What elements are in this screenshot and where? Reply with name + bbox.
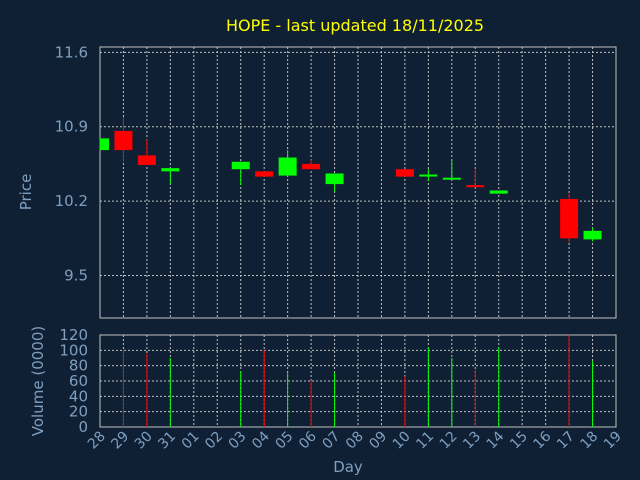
volume-tick-label: 80 <box>69 357 88 375</box>
volume-tick-label: 40 <box>69 387 88 405</box>
x-axis-label: Day <box>333 458 363 476</box>
price-axis-label: Price <box>17 174 35 211</box>
candle-body <box>279 158 297 176</box>
price-tick-label: 9.5 <box>64 266 88 284</box>
candle-body <box>326 173 344 184</box>
volume-axis-label: Volume (0000) <box>29 326 47 436</box>
volume-tick-label: 60 <box>69 372 88 390</box>
candle-body <box>396 169 414 176</box>
candle-body <box>138 155 156 165</box>
candle-body <box>490 190 508 193</box>
candle-body <box>466 185 484 187</box>
candle-body <box>419 175 437 177</box>
candle-body <box>161 168 179 171</box>
candle-body <box>302 164 320 169</box>
candle-body <box>232 162 250 169</box>
volume-tick-label: 120 <box>59 326 88 344</box>
volume-tick-label: 20 <box>69 403 88 421</box>
chart-title: HOPE - last updated 18/11/2025 <box>226 16 484 35</box>
candle-body <box>560 199 578 238</box>
volume-tick-label: 0 <box>78 418 88 436</box>
price-tick-label: 10.2 <box>55 192 88 210</box>
candle-body <box>584 231 602 240</box>
price-tick-label: 10.9 <box>55 118 88 136</box>
candle-body <box>114 131 132 150</box>
candle-body <box>100 138 109 150</box>
candle-body <box>443 178 461 180</box>
price-tick-label: 11.6 <box>55 43 88 61</box>
candle-body <box>255 171 273 176</box>
volume-tick-label: 100 <box>59 341 88 359</box>
